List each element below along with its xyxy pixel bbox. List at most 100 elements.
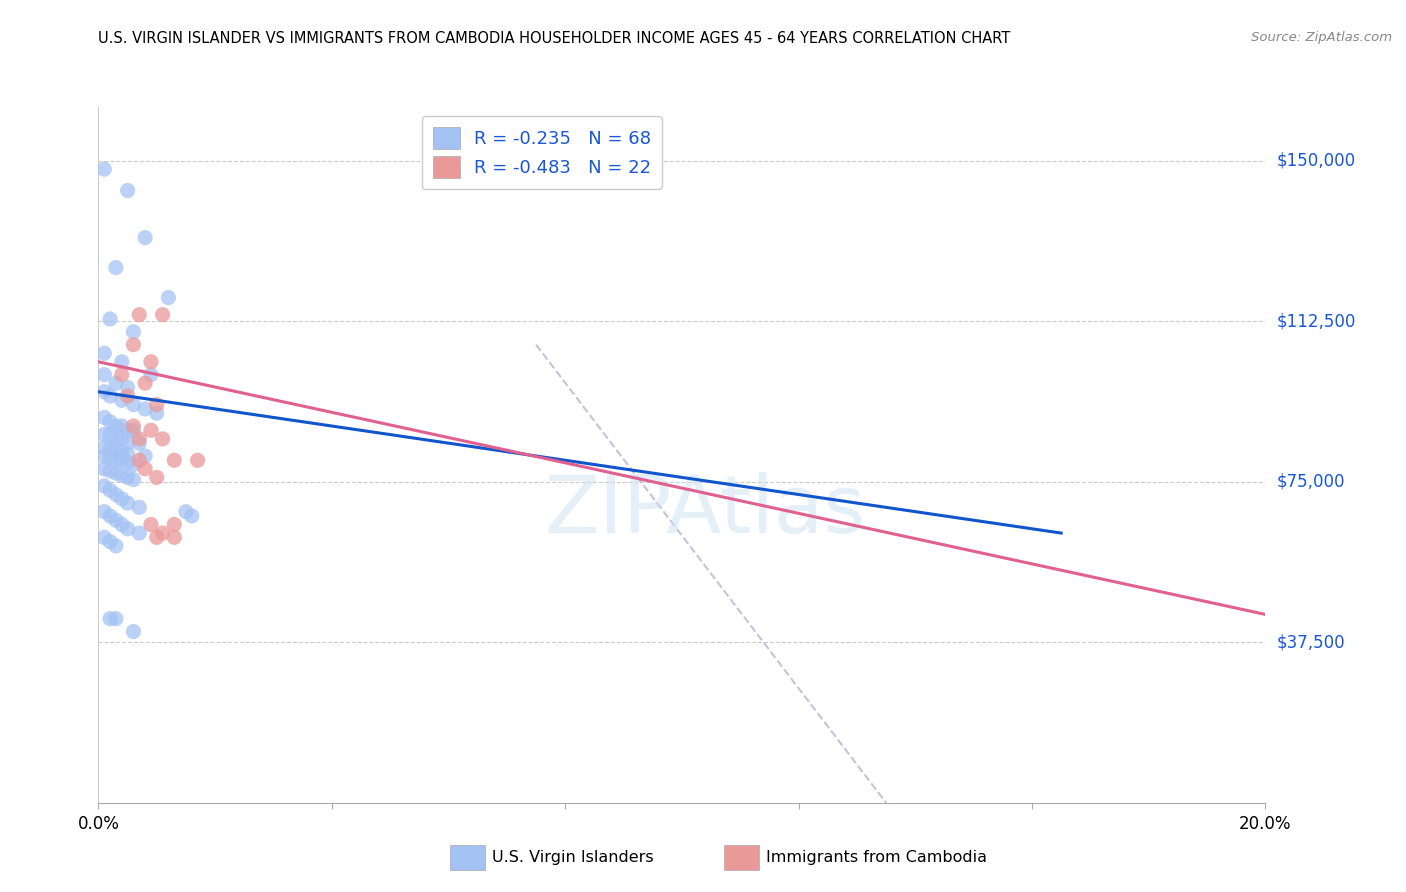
Point xyxy=(93,384,115,399)
Point xyxy=(93,505,115,519)
Point xyxy=(98,441,121,455)
Point xyxy=(111,453,134,467)
Point xyxy=(111,355,134,369)
Text: $112,500: $112,500 xyxy=(1277,312,1355,330)
Point xyxy=(163,453,186,467)
Point xyxy=(122,419,145,434)
Point xyxy=(111,468,134,483)
Text: $150,000: $150,000 xyxy=(1277,152,1355,169)
Point xyxy=(104,432,127,446)
Point xyxy=(117,423,139,437)
Point xyxy=(98,451,121,466)
Point xyxy=(128,526,150,541)
Text: $37,500: $37,500 xyxy=(1277,633,1346,651)
Point xyxy=(117,380,139,394)
Point xyxy=(117,455,139,469)
Point xyxy=(163,530,186,544)
Point xyxy=(104,453,127,467)
Point xyxy=(93,479,115,493)
Point xyxy=(104,376,127,391)
Point xyxy=(104,612,127,626)
Point xyxy=(111,393,134,408)
Point xyxy=(122,624,145,639)
Point xyxy=(163,517,186,532)
Point xyxy=(117,496,139,510)
Point xyxy=(174,505,197,519)
Point xyxy=(104,260,127,275)
Point xyxy=(122,325,145,339)
Point xyxy=(93,427,115,442)
Point xyxy=(93,449,115,463)
Point xyxy=(152,526,174,541)
Point xyxy=(157,291,180,305)
Point xyxy=(98,534,121,549)
Point xyxy=(134,462,156,476)
Point xyxy=(98,483,121,498)
Point xyxy=(111,517,134,532)
Point xyxy=(139,368,162,382)
Point xyxy=(98,312,121,326)
Point xyxy=(122,337,145,351)
Point xyxy=(122,423,145,437)
Point xyxy=(122,473,145,487)
Point xyxy=(93,162,115,177)
Point xyxy=(152,432,174,446)
Point xyxy=(122,398,145,412)
Point xyxy=(111,491,134,506)
Point xyxy=(104,513,127,527)
Point xyxy=(93,530,115,544)
Point xyxy=(104,444,127,458)
Point xyxy=(117,184,139,198)
Point xyxy=(122,458,145,472)
Point xyxy=(117,436,139,450)
Point xyxy=(146,406,169,420)
Point xyxy=(98,612,121,626)
Point xyxy=(93,410,115,425)
Point xyxy=(134,230,156,244)
Point xyxy=(134,401,156,416)
Point xyxy=(98,508,121,523)
Text: U.S. VIRGIN ISLANDER VS IMMIGRANTS FROM CAMBODIA HOUSEHOLDER INCOME AGES 45 - 64: U.S. VIRGIN ISLANDER VS IMMIGRANTS FROM … xyxy=(98,31,1011,46)
Point xyxy=(128,432,150,446)
Point xyxy=(111,444,134,458)
Point xyxy=(139,355,162,369)
Point xyxy=(134,449,156,463)
Point xyxy=(117,470,139,484)
Point xyxy=(111,368,134,382)
Point xyxy=(104,539,127,553)
Text: Immigrants from Cambodia: Immigrants from Cambodia xyxy=(766,850,987,864)
Point xyxy=(104,419,127,434)
Point xyxy=(111,432,134,446)
Point xyxy=(98,427,121,442)
Point xyxy=(98,389,121,403)
Point xyxy=(128,436,150,450)
Point xyxy=(128,500,150,515)
Point xyxy=(98,464,121,478)
Point xyxy=(128,453,150,467)
Point xyxy=(93,462,115,476)
Point xyxy=(180,508,202,523)
Point xyxy=(104,466,127,480)
Text: U.S. Virgin Islanders: U.S. Virgin Islanders xyxy=(492,850,654,864)
Text: $75,000: $75,000 xyxy=(1277,473,1346,491)
Point xyxy=(117,522,139,536)
Point xyxy=(98,415,121,429)
Point xyxy=(117,447,139,461)
Point xyxy=(117,389,139,403)
Text: ZIPAtlas: ZIPAtlas xyxy=(544,472,866,549)
Point xyxy=(187,453,209,467)
Point xyxy=(128,308,150,322)
Point xyxy=(93,368,115,382)
Point xyxy=(93,346,115,360)
Point xyxy=(111,419,134,434)
Point xyxy=(146,470,169,484)
Point xyxy=(93,441,115,455)
Point xyxy=(134,376,156,391)
Point xyxy=(104,487,127,501)
Point xyxy=(146,530,169,544)
Point xyxy=(139,517,162,532)
Text: Source: ZipAtlas.com: Source: ZipAtlas.com xyxy=(1251,31,1392,45)
Point xyxy=(139,423,162,437)
Point xyxy=(152,308,174,322)
Legend: R = -0.235   N = 68, R = -0.483   N = 22: R = -0.235 N = 68, R = -0.483 N = 22 xyxy=(422,116,662,189)
